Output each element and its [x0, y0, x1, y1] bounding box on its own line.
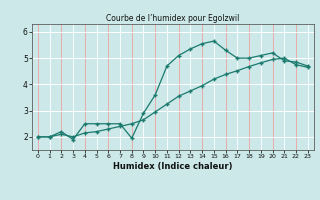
Title: Courbe de l’humidex pour Egolzwil: Courbe de l’humidex pour Egolzwil: [106, 14, 239, 23]
X-axis label: Humidex (Indice chaleur): Humidex (Indice chaleur): [113, 162, 233, 171]
